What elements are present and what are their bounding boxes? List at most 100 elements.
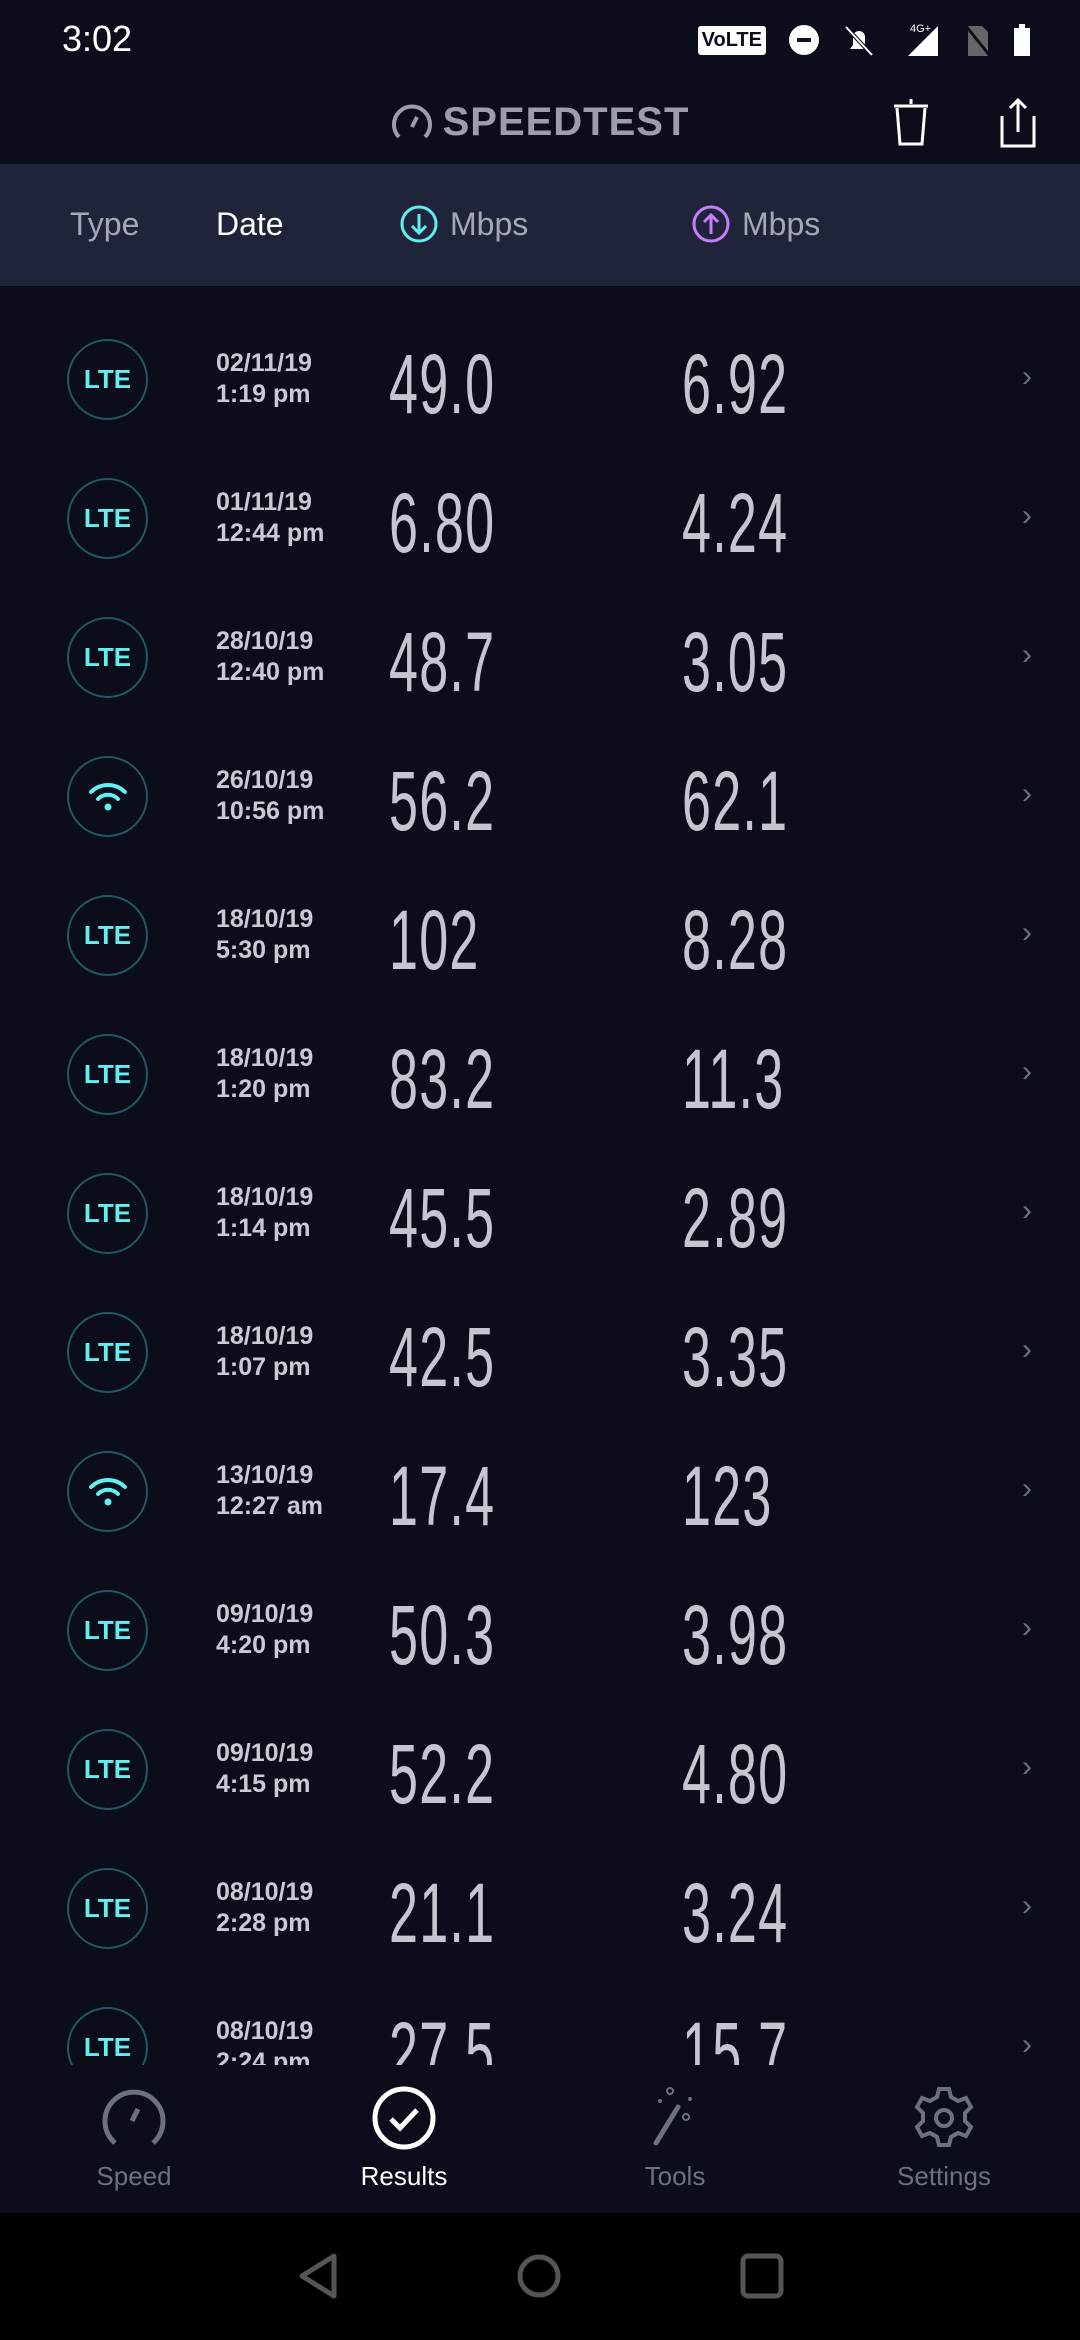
speedometer-icon: [102, 2089, 166, 2145]
gear-icon: [914, 2087, 974, 2147]
dnd-icon: [789, 25, 819, 55]
result-time: 12:27 am: [216, 1492, 324, 1520]
result-date: 09/10/19: [216, 1600, 314, 1628]
result-datetime: 09/10/19 4:15 pm: [216, 1738, 313, 1800]
result-datetime: 08/10/19 2:28 pm: [216, 1877, 313, 1939]
result-date: 18/10/19: [216, 1322, 314, 1350]
result-row[interactable]: 26/10/19 10:56 pm 56.2 62.1 ›: [0, 715, 1080, 854]
lte-badge: LTE: [67, 1868, 148, 1949]
chevron-right-icon: ›: [1022, 1750, 1032, 1783]
result-datetime: 18/10/19 1:14 pm: [216, 1182, 313, 1244]
recents-icon[interactable]: [740, 2253, 784, 2299]
result-date: 26/10/19: [216, 766, 314, 794]
chevron-right-icon: ›: [1022, 638, 1032, 671]
download-speed: 17.4: [389, 1449, 496, 1543]
result-row[interactable]: LTE 01/11/19 12:44 pm 6.80 4.24 ›: [0, 437, 1080, 576]
type-column-header[interactable]: Type: [70, 206, 140, 242]
upload-icon: [692, 205, 730, 243]
download-speed: 6.80: [389, 476, 496, 570]
result-row[interactable]: LTE 18/10/19 5:30 pm 102 8.28 ›: [0, 854, 1080, 993]
download-speed: 48.7: [389, 615, 496, 709]
system-nav-bar: [0, 2213, 1080, 2340]
result-row[interactable]: LTE 08/10/19 2:24 pm 27.5 15.7 ›: [0, 1966, 1080, 2065]
download-speed: 21.1: [389, 1866, 496, 1960]
result-row[interactable]: 13/10/19 12:27 am 17.4 123 ›: [0, 1410, 1080, 1549]
result-datetime: 09/10/19 4:20 pm: [216, 1599, 313, 1661]
connection-type: LTE: [83, 1893, 132, 1923]
trash-icon[interactable]: [886, 96, 936, 148]
lte-badge: LTE: [67, 478, 148, 559]
upload-column-header[interactable]: Mbps: [742, 206, 821, 242]
column-header: Type Date Mbps Mbps: [0, 164, 1080, 286]
upload-speed: 3.24: [682, 1866, 789, 1960]
connection-type: LTE: [83, 2032, 132, 2062]
result-date: 18/10/19: [216, 905, 314, 933]
lte-badge: LTE: [67, 895, 148, 976]
home-icon[interactable]: [516, 2253, 562, 2299]
chevron-right-icon: ›: [1022, 916, 1032, 949]
lte-badge: LTE: [67, 339, 148, 420]
share-icon[interactable]: [992, 96, 1042, 148]
connection-type: LTE: [83, 1615, 132, 1645]
lte-badge: LTE: [67, 1590, 148, 1671]
result-row[interactable]: LTE 09/10/19 4:20 pm 50.3 3.98 ›: [0, 1549, 1080, 1688]
tab-tools[interactable]: Tools: [575, 2085, 775, 2192]
result-time: 1:19 pm: [216, 380, 311, 408]
result-datetime: 01/11/19 12:44 pm: [216, 487, 324, 549]
result-date: 08/10/19: [216, 2017, 314, 2045]
result-datetime: 02/11/19 1:19 pm: [216, 348, 312, 410]
download-speed: 49.0: [389, 337, 496, 431]
result-row[interactable]: LTE 18/10/19 1:07 pm 42.5 3.35 ›: [0, 1271, 1080, 1410]
result-row[interactable]: LTE 02/11/19 1:19 pm 49.0 6.92 ›: [0, 298, 1080, 437]
result-time: 2:24 pm: [216, 2048, 311, 2065]
upload-speed: 62.1: [682, 754, 789, 848]
status-bar: 3:02 VoLTE 4G+: [0, 0, 1080, 80]
date-column-header[interactable]: Date: [216, 206, 284, 242]
tab-speed[interactable]: Speed: [34, 2085, 234, 2192]
back-icon[interactable]: [298, 2253, 338, 2299]
connection-type: LTE: [83, 1337, 132, 1367]
signal-icon: 4G+: [908, 23, 938, 56]
upload-speed: 3.05: [682, 615, 789, 709]
tab-results[interactable]: Results: [304, 2085, 504, 2192]
result-row[interactable]: LTE 08/10/19 2:28 pm 21.1 3.24 ›: [0, 1827, 1080, 1966]
result-row[interactable]: LTE 18/10/19 1:20 pm 83.2 11.3 ›: [0, 993, 1080, 1132]
battery-icon: [1014, 24, 1030, 56]
download-speed: 45.5: [389, 1171, 496, 1265]
upload-speed: 123: [682, 1449, 773, 1543]
tab-results-label: Results: [360, 2161, 448, 2191]
download-speed: 102: [389, 893, 480, 987]
upload-speed: 8.28: [682, 893, 789, 987]
connection-type: LTE: [83, 1754, 132, 1784]
wifi-badge: [67, 756, 148, 837]
result-row[interactable]: LTE 09/10/19 4:15 pm 52.2 4.80 ›: [0, 1688, 1080, 1827]
result-time: 1:20 pm: [216, 1075, 311, 1103]
clock: 3:02: [62, 18, 133, 59]
result-date: 18/10/19: [216, 1183, 314, 1211]
connection-type: LTE: [83, 1198, 132, 1228]
download-speed: 83.2: [389, 1032, 496, 1126]
result-time: 12:40 pm: [216, 658, 325, 686]
chevron-right-icon: ›: [1022, 1194, 1032, 1227]
results-list[interactable]: LTE 02/11/19 1:19 pm 49.0 6.92 › LTE 01/11/19 12…: [0, 286, 1080, 2065]
result-row[interactable]: LTE 18/10/19 1:14 pm 45.5 2.89 ›: [0, 1132, 1080, 1271]
bell-off-icon: [844, 25, 874, 57]
download-speed: 27.5: [389, 2005, 496, 2065]
bottom-nav: Speed Results Tools Settings: [0, 2065, 1080, 2213]
download-icon: [400, 205, 438, 243]
download-column-header[interactable]: Mbps: [450, 206, 529, 242]
tab-tools-label: Tools: [644, 2161, 706, 2191]
magic-wand-icon: [653, 2087, 692, 2146]
wifi-icon: [88, 1477, 127, 1505]
result-date: 01/11/19: [216, 488, 312, 516]
volte-icon: VoLTE: [697, 25, 766, 55]
lte-badge: LTE: [67, 1729, 148, 1810]
connection-type: LTE: [83, 364, 132, 394]
connection-type: LTE: [83, 920, 132, 950]
tab-settings[interactable]: Settings: [844, 2085, 1044, 2192]
check-circle-icon: [372, 2086, 436, 2150]
lte-badge: LTE: [67, 2007, 148, 2065]
result-row[interactable]: LTE 28/10/19 12:40 pm 48.7 3.05 ›: [0, 576, 1080, 715]
upload-speed: 4.24: [682, 476, 789, 570]
result-time: 2:28 pm: [216, 1909, 311, 1937]
